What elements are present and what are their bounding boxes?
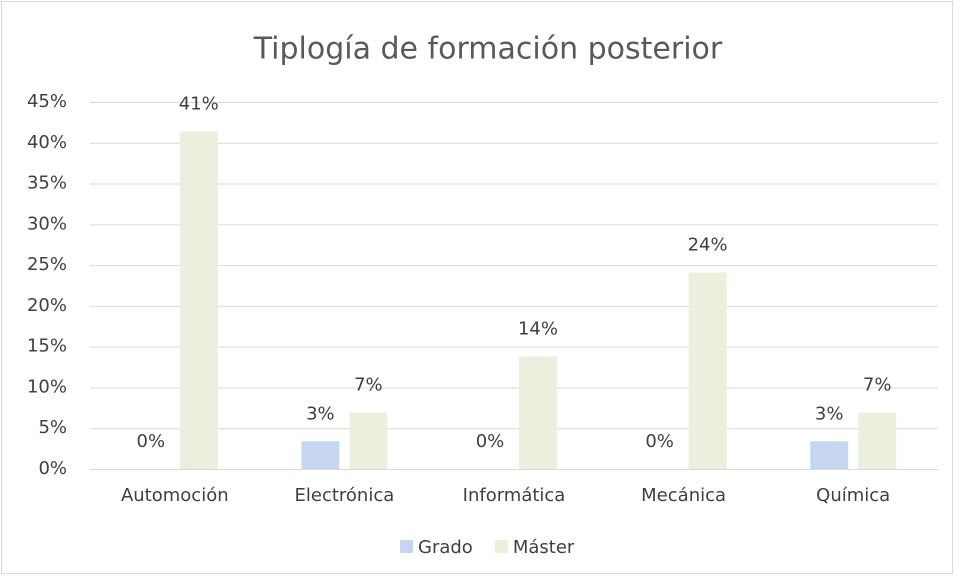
y-tick-label: 20% — [27, 295, 67, 316]
bar — [688, 272, 727, 469]
x-tick-label: Informática — [463, 485, 566, 506]
value-label: 7% — [863, 375, 892, 396]
y-tick-label: 10% — [27, 376, 67, 397]
legend-label: Grado — [418, 537, 473, 558]
bar — [810, 441, 849, 469]
legend-swatch — [400, 540, 413, 553]
value-label: 24% — [688, 234, 728, 255]
bar — [179, 131, 218, 470]
value-label: 0% — [645, 431, 674, 452]
bar — [301, 441, 340, 469]
bar — [858, 412, 897, 469]
bar — [349, 412, 388, 469]
x-tick-label: Química — [816, 485, 890, 506]
y-tick-label: 40% — [27, 132, 67, 153]
value-label: 7% — [354, 375, 383, 396]
x-tick-label: Mecánica — [641, 485, 726, 506]
y-tick-label: 30% — [27, 213, 67, 234]
value-label: 14% — [518, 318, 558, 339]
x-tick-label: Automoción — [121, 485, 229, 506]
y-tick-label: 35% — [27, 173, 67, 194]
legend-label: Máster — [513, 537, 575, 558]
x-tick-label: Electrónica — [295, 485, 395, 506]
y-tick-label: 15% — [27, 336, 67, 357]
bar — [519, 356, 557, 469]
y-tick-label: 25% — [27, 254, 67, 275]
value-label: 3% — [815, 403, 844, 424]
legend-swatch — [494, 540, 508, 553]
y-tick-label: 0% — [38, 458, 67, 479]
value-label: 3% — [306, 403, 335, 424]
y-tick-label: 45% — [27, 91, 67, 112]
value-label: 0% — [137, 431, 166, 452]
value-label: 0% — [476, 431, 505, 452]
y-tick-label: 5% — [38, 417, 67, 438]
value-label: 41% — [179, 93, 219, 114]
chart-title: Tiplogía de formación posterior — [253, 32, 723, 67]
